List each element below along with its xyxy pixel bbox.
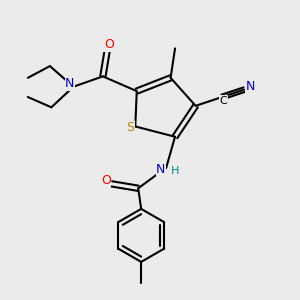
Text: O: O — [101, 174, 111, 187]
Text: H: H — [171, 166, 179, 176]
Text: S: S — [126, 122, 134, 134]
Text: O: O — [104, 38, 114, 51]
Text: N: N — [156, 163, 166, 176]
Text: N: N — [245, 80, 255, 93]
Text: N: N — [65, 77, 75, 90]
Text: C: C — [220, 95, 227, 106]
